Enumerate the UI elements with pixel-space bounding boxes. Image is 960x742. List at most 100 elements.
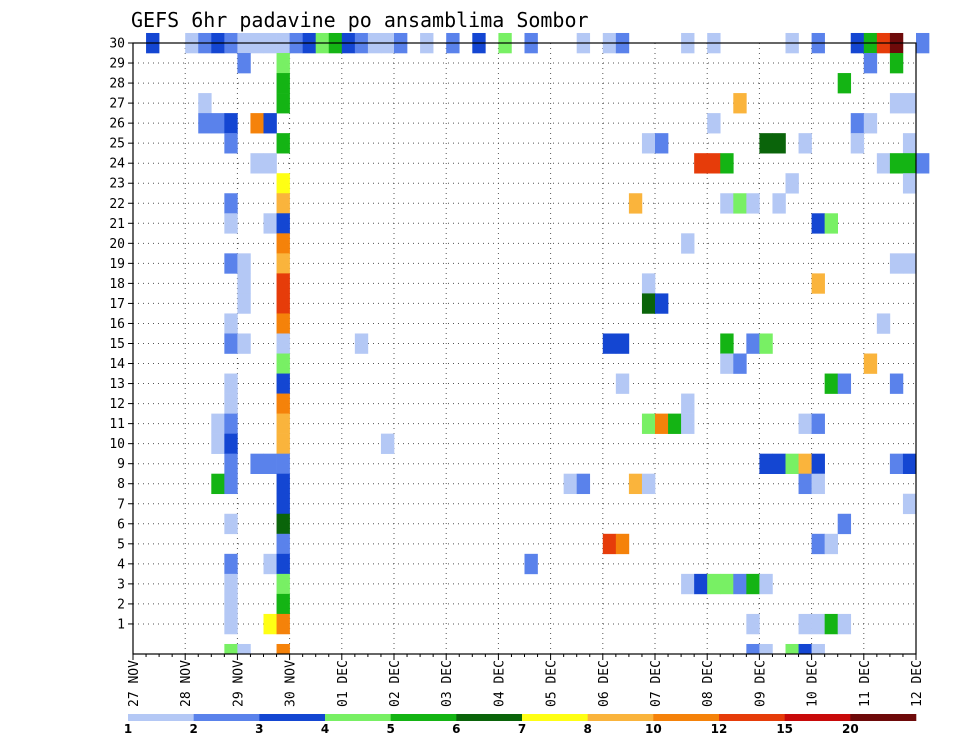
data-cell xyxy=(655,133,669,154)
x-tick-label: 07 DEC xyxy=(649,660,664,707)
legend-label: 2 xyxy=(189,722,197,736)
data-cell xyxy=(276,473,290,495)
data-cell xyxy=(902,153,917,174)
data-cell xyxy=(863,53,878,74)
data-cell xyxy=(237,333,251,354)
data-cell xyxy=(263,153,277,174)
data-cell xyxy=(720,573,734,595)
legend-swatch xyxy=(850,714,917,721)
data-cell xyxy=(250,153,264,174)
legend-swatch xyxy=(325,714,391,721)
data-cell xyxy=(889,453,904,474)
legend-label: 7 xyxy=(518,722,526,736)
data-cell xyxy=(224,473,238,495)
legend-swatch xyxy=(522,714,588,721)
y-tick-label: 16 xyxy=(109,317,125,332)
y-tick-label: 14 xyxy=(109,357,125,372)
y-tick-label: 29 xyxy=(109,57,125,72)
data-cell xyxy=(276,553,290,575)
data-cell xyxy=(902,253,917,274)
data-cell xyxy=(759,133,773,154)
data-cell xyxy=(811,643,825,655)
data-cell xyxy=(655,413,669,434)
data-cell xyxy=(615,373,630,394)
data-cell xyxy=(615,333,630,354)
data-cell xyxy=(863,113,878,134)
data-cell xyxy=(276,373,290,394)
y-tick-label: 13 xyxy=(109,377,125,392)
data-cell xyxy=(628,193,643,214)
data-cell xyxy=(224,313,238,334)
data-cell xyxy=(824,373,838,394)
data-cell xyxy=(237,53,251,74)
data-cell xyxy=(276,413,290,434)
chart-title: GEFS 6hr padavine po ansamblima Sombor xyxy=(131,8,589,32)
legend-label: 20 xyxy=(842,722,859,736)
data-cell xyxy=(916,32,930,54)
data-cell xyxy=(694,573,708,595)
y-tick-label: 18 xyxy=(109,277,125,292)
data-cell xyxy=(250,113,264,134)
data-cell xyxy=(198,113,212,134)
data-cell xyxy=(850,113,865,134)
data-cell xyxy=(641,273,656,294)
data-cell xyxy=(759,333,773,354)
data-cell xyxy=(224,253,238,274)
x-tick-label: 04 DEC xyxy=(492,660,507,707)
legend-label: 12 xyxy=(711,722,728,736)
data-cell xyxy=(798,643,812,655)
y-tick-label: 20 xyxy=(109,237,125,252)
data-cell xyxy=(746,643,760,655)
data-cell xyxy=(276,133,290,154)
y-tick-label: 8 xyxy=(117,477,125,492)
x-tick-label: 27 NOV xyxy=(127,660,142,707)
data-cell xyxy=(798,133,812,154)
data-cell xyxy=(759,573,773,595)
x-tick-label: 01 DEC xyxy=(336,660,351,707)
legend-label: 3 xyxy=(255,722,263,736)
data-cell xyxy=(824,533,838,555)
data-cell xyxy=(811,613,825,635)
data-cell xyxy=(720,193,734,214)
legend-swatch xyxy=(193,714,260,721)
data-cell xyxy=(681,233,695,254)
data-cell xyxy=(759,643,773,655)
legend-label: 10 xyxy=(645,722,662,736)
x-tick-label: 06 DEC xyxy=(597,660,612,707)
data-cell xyxy=(785,643,799,655)
y-tick-label: 21 xyxy=(109,217,125,232)
data-cell xyxy=(380,433,395,454)
y-tick-label: 15 xyxy=(109,337,125,352)
data-cell xyxy=(276,213,290,234)
color-legend: 1 2 3 4 5 6 7 8 10 12 15 20 xyxy=(124,714,917,736)
data-cell xyxy=(746,333,760,354)
y-tick-label: 11 xyxy=(109,417,125,432)
y-tick-label: 4 xyxy=(117,557,125,572)
data-cell xyxy=(707,573,721,595)
data-cell xyxy=(837,73,852,94)
x-tick-label: 05 DEC xyxy=(545,660,560,707)
data-cell xyxy=(798,453,812,474)
x-axis: 27 NOV 28 NOV 29 NOV 30 NOV 01 DEC 02 DEC 03 D… xyxy=(127,654,925,707)
data-cell xyxy=(902,133,917,154)
data-cell xyxy=(916,153,930,174)
y-tick-label: 30 xyxy=(109,37,125,52)
data-cell xyxy=(681,573,695,595)
x-tick-label: 29 NOV xyxy=(231,660,246,707)
data-cell xyxy=(681,413,695,434)
data-cell xyxy=(576,473,591,495)
data-cell xyxy=(276,573,290,595)
data-cell xyxy=(224,513,238,535)
data-cell xyxy=(811,533,825,555)
data-cell xyxy=(602,333,617,354)
data-cell xyxy=(276,533,290,555)
data-cell xyxy=(276,493,290,515)
data-cell xyxy=(276,513,290,535)
data-cell xyxy=(733,573,747,595)
x-tick-label: 11 DEC xyxy=(858,660,873,707)
y-tick-label: 3 xyxy=(117,577,125,592)
data-cell xyxy=(746,613,760,635)
data-cell xyxy=(902,173,917,194)
data-cell xyxy=(746,573,760,595)
data-cell xyxy=(641,293,656,314)
